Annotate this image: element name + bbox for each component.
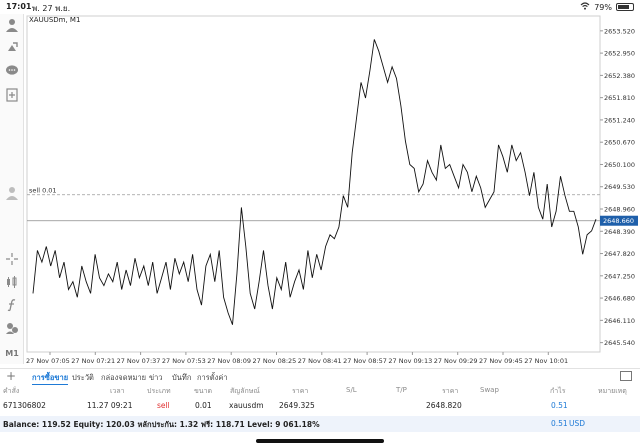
row-type: sell: [157, 401, 170, 410]
y-tick-label: 2652.950: [604, 50, 635, 58]
col-symbol: สัญลักษณ์: [230, 387, 260, 395]
x-tick-label: 27 Nov 07:05: [26, 357, 70, 365]
x-tick-label: 27 Nov 08:09: [207, 357, 251, 365]
col-size: ขนาด: [194, 387, 213, 395]
balance-currency: USD: [569, 419, 586, 428]
new-order-icon[interactable]: [3, 86, 21, 104]
timeframe-m1-icon[interactable]: M1: [5, 348, 19, 358]
y-tick-label: 2651.240: [604, 116, 635, 124]
battery-percent: 79%: [594, 2, 612, 12]
home-indicator: [256, 439, 384, 443]
status-right: 79%: [580, 2, 634, 12]
tab-news[interactable]: ข่าว: [149, 373, 163, 382]
col-sl: S/L: [346, 386, 357, 394]
x-tick-label: 27 Nov 07:21: [71, 357, 115, 365]
indicator-f-icon[interactable]: [3, 296, 21, 314]
x-tick-label: 27 Nov 08:25: [253, 357, 297, 365]
tab-history[interactable]: ประวัติ: [72, 373, 94, 382]
price-chart[interactable]: 2653.520 2652.950 2652.380 2651.810 2651.240…: [25, 14, 640, 368]
status-time: 17:01: [6, 2, 32, 11]
current-price-badge: [600, 215, 638, 226]
table-header: คำสั่ง เวลา ประเภท ขนาด สัญลักษณ์ ราคา S…: [0, 386, 640, 397]
balance-text: Balance: 119.52 Equity: 120.03 หลักประกั…: [3, 420, 320, 429]
col-type: ประเภท: [147, 387, 171, 395]
row-order: 671306802: [3, 401, 46, 410]
y-tick-label: 2653.520: [604, 27, 635, 35]
left-toolbar: M1: [0, 14, 24, 364]
x-tick-label: 27 Nov 08:57: [343, 357, 387, 365]
tab-trade[interactable]: การซื้อขาย: [32, 372, 69, 385]
y-tick-label: 2648.960: [604, 206, 635, 214]
col-tp: T/P: [396, 386, 407, 394]
row-time: 11.27 09:21: [87, 401, 133, 410]
x-tick-label: 27 Nov 08:41: [298, 357, 342, 365]
candles-icon[interactable]: [3, 273, 21, 291]
col-time: เวลา: [110, 387, 125, 395]
chart-canvas[interactable]: 2653.520 2652.950 2652.380 2651.810 2651.240…: [25, 14, 640, 368]
y-tick-label: 2651.810: [604, 94, 635, 102]
y-tick-label: 2645.540: [604, 339, 635, 347]
col-price: ราคา: [442, 387, 459, 395]
tab-journal[interactable]: บันทึก: [172, 373, 192, 382]
row-profit: 0.51: [551, 401, 568, 410]
y-tick-label: 2646.110: [604, 317, 635, 325]
table-row[interactable]: 671306802 11.27 09:21 sell 0.01 xauusdm …: [0, 401, 640, 413]
col-swap: Swap: [480, 386, 499, 394]
status-date: พ. 27 พ.ย.: [32, 4, 71, 13]
row-size: 0.01: [195, 401, 212, 410]
balance-bar: Balance: 119.52 Equity: 120.03 หลักประกั…: [0, 416, 640, 432]
tab-mailbox[interactable]: กล่องจดหมาย: [101, 373, 147, 382]
y-tick-label: 2646.680: [604, 295, 635, 303]
y-tick-label: 2650.670: [604, 139, 635, 147]
trade-arrows-icon[interactable]: [3, 39, 21, 57]
chart-symbol: XAUUSDm, M1: [29, 16, 81, 24]
objects-icon[interactable]: [3, 319, 21, 337]
plot-frame: [26, 15, 601, 353]
y-tick-label: 2650.100: [604, 161, 635, 169]
account-icon[interactable]: [3, 16, 21, 34]
col-order: คำสั่ง: [3, 387, 20, 395]
col-comment: หมายเหตุ: [598, 387, 627, 395]
battery-icon: [616, 3, 634, 11]
add-icon[interactable]: +: [6, 369, 17, 383]
crosshair-icon[interactable]: [3, 250, 21, 268]
x-tick-label: 27 Nov 09:45: [479, 357, 523, 365]
row-open-price: 2649.325: [279, 401, 315, 410]
status-bar: 17:01 พ. 27 พ.ย. 79%: [0, 0, 640, 14]
price-series-line: [32, 39, 597, 325]
current-price-label: 2648.660: [603, 217, 634, 225]
y-tick-label: 2647.820: [604, 250, 635, 258]
bottom-tab-bar: + การซื้อขาย ประวัติ กล่องจดหมาย ข่าว บั…: [0, 368, 640, 385]
tab-settings[interactable]: การตั้งค่า: [197, 373, 228, 382]
row-symbol: xauusdm: [229, 401, 264, 410]
wifi-icon: [580, 2, 590, 12]
user-icon[interactable]: [3, 184, 21, 202]
x-tick-label: 27 Nov 07:37: [117, 357, 161, 365]
x-tick-label: 27 Nov 09:29: [434, 357, 478, 365]
y-tick-label: 2649.530: [604, 183, 635, 191]
order-line-label: sell 0.01: [29, 187, 57, 195]
layout-icon[interactable]: [620, 371, 632, 381]
col-open-price: ราคา: [292, 387, 309, 395]
x-tick-label: 27 Nov 07:53: [162, 357, 206, 365]
y-tick-label: 2648.390: [604, 228, 635, 236]
y-tick-label: 2652.380: [604, 72, 635, 80]
col-profit: กำไร: [550, 387, 566, 395]
y-tick-label: 2647.250: [604, 272, 635, 280]
balance-profit: 0.51: [551, 419, 568, 428]
row-current-price: 2648.820: [426, 401, 462, 410]
chat-icon[interactable]: [3, 62, 21, 80]
x-tick-label: 27 Nov 09:13: [388, 357, 432, 365]
x-tick-label: 27 Nov 10:01: [524, 357, 568, 365]
